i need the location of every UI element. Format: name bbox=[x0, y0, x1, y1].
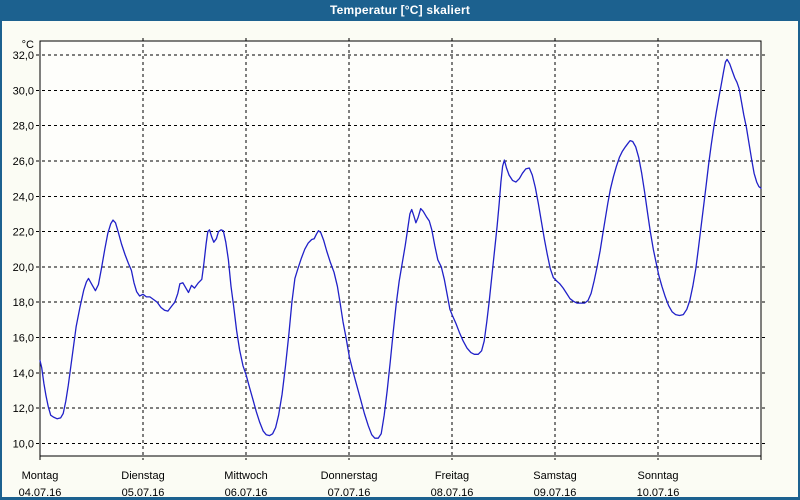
x-axis-date-label: 08.07.16 bbox=[431, 487, 474, 499]
temperature-series-line bbox=[39, 58, 762, 439]
y-tick-label: 30,0 bbox=[13, 85, 34, 97]
window-border-bottom bbox=[0, 497, 800, 500]
y-tick-label: 12,0 bbox=[13, 403, 34, 415]
window-titlebar: Temperatur [°C] skaliert bbox=[0, 0, 800, 21]
chart-area: °C 32,0 30,0 28,0 26,0 24,0 22,0 20,0 18,0 16,0 14… bbox=[0, 21, 800, 500]
x-axis-date-label: 10.07.16 bbox=[637, 487, 680, 499]
y-tick-label: 14,0 bbox=[13, 368, 34, 380]
x-axis-weekday-label: Sonntag bbox=[638, 470, 679, 482]
y-tick-label: 22,0 bbox=[13, 227, 34, 239]
x-axis-weekday-label: Samstag bbox=[533, 470, 576, 482]
x-axis-weekday-label: Montag bbox=[22, 470, 59, 482]
x-axis-date-label: 07.07.16 bbox=[328, 487, 371, 499]
y-tick-label: 26,0 bbox=[13, 156, 34, 168]
x-axis-weekday-label: Donnerstag bbox=[321, 470, 378, 482]
window-border-right bbox=[798, 21, 800, 500]
x-axis-date-label: 06.07.16 bbox=[225, 487, 268, 499]
y-tick-label: 28,0 bbox=[13, 121, 34, 133]
x-axis-weekday-label: Freitag bbox=[435, 470, 469, 482]
temperature-chart: °C32,0 30,0 28,0 26,0 24,0 22,0 20,0 18,0 16,0 14… bbox=[13, 38, 766, 499]
y-tick-label: 16,0 bbox=[13, 333, 34, 345]
y-tick-label: 18,0 bbox=[13, 297, 34, 309]
y-tick-label: 20,0 bbox=[13, 262, 34, 274]
plot-background bbox=[40, 41, 761, 456]
x-axis-weekday-label: Dienstag bbox=[121, 470, 164, 482]
window-border-left bbox=[0, 21, 2, 500]
window-title: Temperatur [°C] skaliert bbox=[329, 3, 471, 17]
y-tick-label: 10,0 bbox=[13, 438, 34, 450]
x-axis-weekday-label: Mittwoch bbox=[224, 470, 267, 482]
x-axis-date-label: 05.07.16 bbox=[122, 487, 165, 499]
x-axis-date-label: 09.07.16 bbox=[534, 487, 577, 499]
y-tick-label: 24,0 bbox=[13, 191, 34, 203]
y-tick-label: 32,0 bbox=[13, 50, 34, 62]
y-axis-unit-label: °C bbox=[22, 39, 34, 51]
x-axis-date-label: 04.07.16 bbox=[19, 487, 62, 499]
plot-border bbox=[39, 40, 762, 457]
